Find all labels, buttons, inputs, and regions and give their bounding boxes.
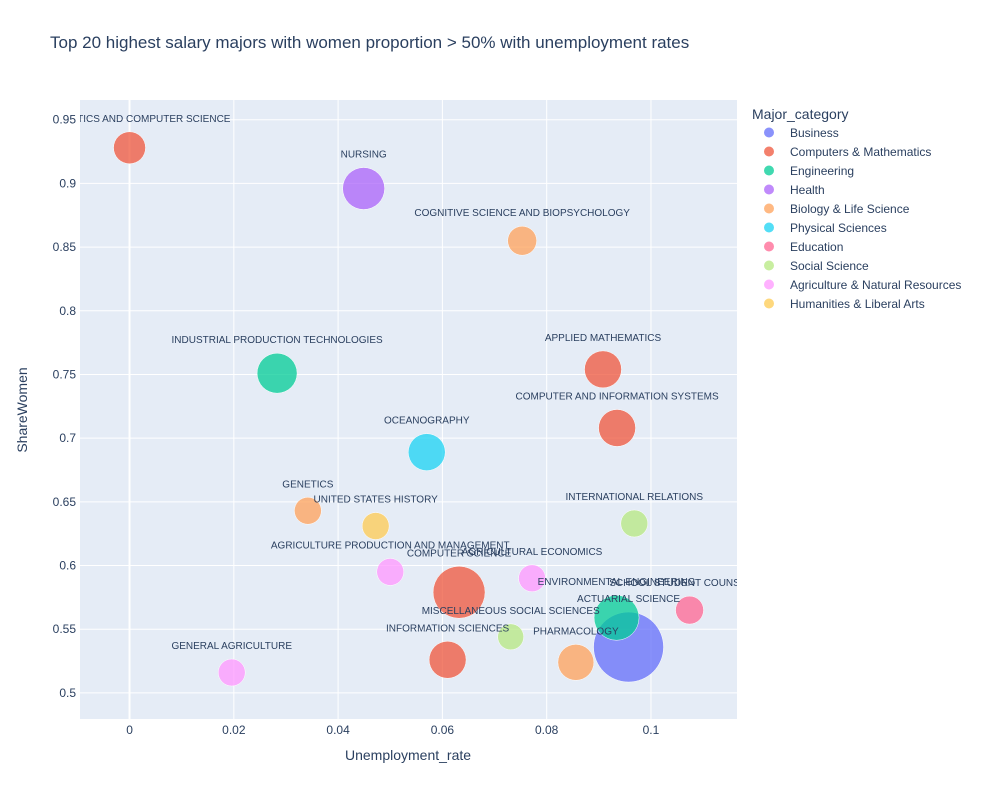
- data-point[interactable]: [294, 497, 322, 525]
- legend-label: Social Science: [790, 259, 869, 273]
- data-point[interactable]: [593, 594, 640, 641]
- x-tick-label: 0.02: [222, 723, 246, 737]
- legend-label: Agriculture & Natural Resources: [790, 278, 961, 292]
- legend-label: Business: [790, 126, 839, 140]
- data-point[interactable]: [432, 566, 486, 619]
- data-point[interactable]: [675, 595, 704, 625]
- legend-item[interactable]: Computers & Mathematics: [764, 145, 931, 159]
- point-label: PHARMACOLOGY: [533, 626, 619, 637]
- data-point[interactable]: [256, 352, 298, 394]
- data-point[interactable]: [557, 644, 595, 681]
- point-label: MISCELLANEOUS SOCIAL SCIENCES: [422, 606, 600, 617]
- x-tick-label: 0.06: [431, 723, 455, 737]
- legend-marker: [764, 241, 774, 252]
- legend-label: Biology & Life Science: [790, 202, 910, 216]
- point-label: AGRICULTURE PRODUCTION AND MANAGEMENT: [271, 540, 510, 551]
- point-label: COMPUTER AND INFORMATION SYSTEMS: [515, 391, 718, 402]
- legend-title: Major_category: [752, 106, 849, 122]
- y-tick-label: 0.6: [59, 559, 76, 573]
- data-point[interactable]: [361, 512, 390, 540]
- point-label: COMPUTER SCIENCE: [407, 548, 512, 559]
- data-point[interactable]: [507, 225, 537, 256]
- point-label: INTERNATIONAL RELATIONS: [565, 492, 703, 503]
- legend-marker: [764, 279, 774, 290]
- legend-item[interactable]: Health: [764, 183, 825, 197]
- data-point[interactable]: [497, 623, 524, 651]
- legend-marker: [764, 203, 774, 214]
- y-tick-label: 0.95: [53, 113, 77, 127]
- point-label: COGNITIVE SCIENCE AND BIOPSYCHOLOGY: [414, 208, 630, 219]
- chart-title: Top 20 highest salary majors with women …: [50, 33, 690, 52]
- y-axis-ticks: 0.5 0.55 0.6 0.65 0.7 0.75 0.8 0.85 0.9 0.95: [53, 113, 77, 700]
- legend-item[interactable]: Agriculture & Natural Resources: [764, 278, 961, 292]
- y-tick-label: 0.85: [53, 240, 77, 254]
- x-axis-ticks: 0 0.02 0.04 0.06 0.08 0.1: [126, 723, 659, 737]
- x-tick-label: 0.08: [535, 723, 559, 737]
- data-point[interactable]: [598, 409, 636, 447]
- legend-marker: [764, 260, 774, 271]
- legend-marker: [764, 165, 774, 176]
- point-label: NURSING: [341, 150, 387, 161]
- data-point[interactable]: [584, 350, 622, 389]
- legend-marker: [764, 184, 774, 195]
- y-tick-label: 0.9: [59, 176, 76, 190]
- point-label: APPLIED MATHEMATICS: [545, 333, 662, 344]
- legend-marker: [764, 127, 774, 138]
- legend-item[interactable]: Business: [764, 126, 839, 140]
- legend-item[interactable]: Social Science: [764, 259, 869, 273]
- data-point[interactable]: [113, 131, 146, 165]
- point-label: AGRICULTURAL ECONOMICS: [462, 547, 603, 558]
- data-point[interactable]: [376, 558, 404, 586]
- point-label: ENVIRONMENTAL ENGINEERING: [538, 577, 696, 588]
- point-label: OCEANOGRAPHY: [384, 416, 470, 427]
- data-point[interactable]: [342, 167, 385, 210]
- data-point[interactable]: [408, 433, 446, 471]
- y-tick-label: 0.7: [59, 431, 76, 445]
- x-tick-label: 0: [126, 723, 133, 737]
- legend-item[interactable]: Education: [764, 240, 843, 254]
- point-label: ACTUARIAL SCIENCE: [577, 594, 680, 605]
- y-axis-label: ShareWomen: [14, 367, 30, 452]
- point-label: INDUSTRIAL PRODUCTION TECHNOLOGIES: [172, 335, 383, 346]
- x-axis-label: Unemployment_rate: [345, 747, 471, 763]
- legend-label: Humanities & Liberal Arts: [790, 297, 925, 311]
- y-tick-label: 0.65: [53, 495, 77, 509]
- data-point[interactable]: [217, 658, 246, 687]
- legend-marker: [764, 222, 774, 233]
- y-tick-label: 0.8: [59, 304, 76, 318]
- legend-label: Physical Sciences: [790, 221, 887, 235]
- y-tick-label: 0.5: [59, 686, 76, 700]
- point-label: UNITED STATES HISTORY: [314, 495, 439, 506]
- legend-marker: [764, 146, 774, 157]
- legend-label: Education: [790, 240, 843, 254]
- point-label: INFORMATION SCIENCES: [386, 623, 509, 634]
- legend-item[interactable]: Humanities & Liberal Arts: [764, 297, 925, 311]
- point-label: GENETICS: [282, 479, 333, 490]
- y-tick-label: 0.55: [53, 622, 77, 636]
- legend-item[interactable]: Physical Sciences: [764, 221, 887, 235]
- data-point[interactable]: [428, 641, 467, 679]
- point-label: MATHEMATICS AND COMPUTER SCIENCE: [29, 114, 231, 125]
- legend-item[interactable]: Biology & Life Science: [764, 202, 910, 216]
- x-tick-label: 0.04: [326, 723, 350, 737]
- legend-item[interactable]: Engineering: [764, 164, 854, 178]
- data-points: [113, 131, 704, 687]
- y-tick-label: 0.75: [53, 367, 77, 381]
- x-tick-label: 0.1: [643, 723, 660, 737]
- data-point[interactable]: [620, 509, 649, 538]
- data-point[interactable]: [518, 564, 546, 593]
- point-label: SCHOOL STUDENT COUNSELING: [609, 578, 770, 589]
- legend-label: Health: [790, 183, 825, 197]
- legend[interactable]: Major_category Business Computers & Mathe…: [752, 106, 961, 311]
- legend-label: Computers & Mathematics: [790, 145, 931, 159]
- legend-label: Engineering: [790, 164, 854, 178]
- point-label: GENERAL AGRICULTURE: [171, 641, 292, 652]
- point-labels: MATHEMATICS AND COMPUTER SCIENCE NURSING C…: [29, 114, 770, 652]
- legend-marker: [764, 298, 774, 309]
